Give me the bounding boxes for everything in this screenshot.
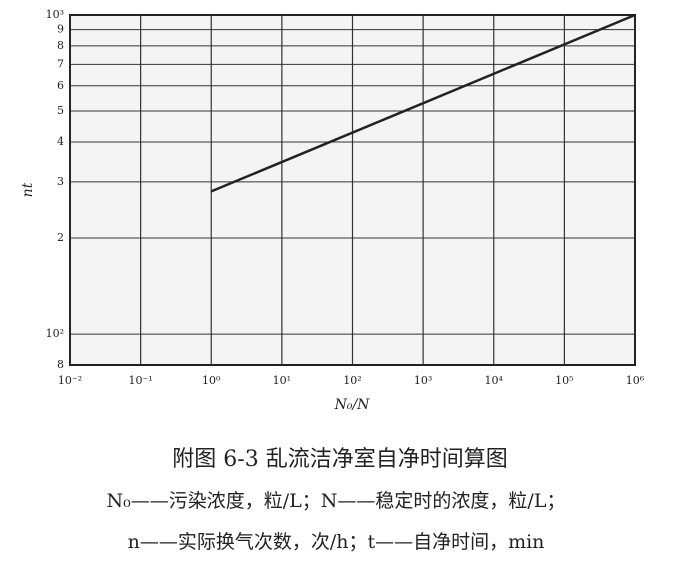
x-tick-label: 10² [343,374,361,387]
x-tick-label: 10⁻¹ [129,374,153,387]
y-tick-label: 7 [57,57,64,70]
y-tick-label: 2 [57,231,64,244]
y-tick-label: 8 [57,39,64,52]
y-tick-label: 6 [57,79,64,92]
y-tick-label: 8 [57,358,64,371]
x-tick-label: 10¹ [273,374,291,387]
y-tick-label: 3 [57,175,64,188]
y-axis-label: nt [20,182,36,197]
data-line [210,13,636,193]
x-tick-label: 10⁶ [626,374,645,387]
x-tick-label: 10⁵ [555,374,573,387]
note: N₀——污染浓度，粒/L；N——稳定时的浓度，粒/L； [107,490,566,512]
y-tick-label: 5 [57,104,64,117]
x-axis-label: N₀/N [334,397,371,413]
x-tick-label: 10⁰ [202,374,221,387]
chart-title: 附图 6-3 乱流洁净室自净时间算图 [172,447,507,472]
y-tick-label: 4 [57,135,64,148]
y-tick-label: 10³ [46,8,64,21]
y-tick-label: 9 [57,23,64,36]
note: n——实际换气次数，次/h；t——自净时间，min [128,531,545,553]
x-tick-label: 10³ [414,374,432,387]
x-tick-label: 10⁴ [485,374,504,387]
y-tick-label: 10² [46,327,64,340]
x-tick-label: 10⁻² [58,374,82,387]
